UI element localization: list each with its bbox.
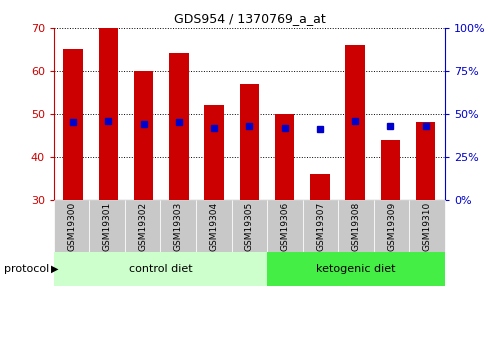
- Bar: [239, 84, 259, 200]
- Bar: [380, 140, 399, 200]
- Text: GSM19301: GSM19301: [102, 201, 111, 250]
- Bar: [274, 114, 294, 200]
- Bar: [345, 45, 364, 200]
- Text: ketogenic diet: ketogenic diet: [316, 264, 395, 274]
- Bar: [134, 71, 153, 200]
- Text: GSM19302: GSM19302: [138, 201, 147, 250]
- Text: GSM19307: GSM19307: [315, 201, 325, 250]
- Text: GSM19310: GSM19310: [422, 201, 431, 250]
- Bar: [204, 105, 224, 200]
- Bar: [99, 28, 118, 200]
- Bar: [169, 53, 188, 200]
- Text: GSM19300: GSM19300: [67, 201, 76, 250]
- Text: GSM19303: GSM19303: [173, 201, 183, 250]
- Text: protocol: protocol: [3, 264, 49, 274]
- Text: GSM19308: GSM19308: [351, 201, 360, 250]
- Bar: [63, 49, 82, 200]
- Text: ▶: ▶: [51, 264, 59, 274]
- Title: GDS954 / 1370769_a_at: GDS954 / 1370769_a_at: [173, 12, 325, 25]
- Text: GSM19304: GSM19304: [209, 201, 218, 250]
- Bar: [415, 122, 434, 200]
- Text: GSM19306: GSM19306: [280, 201, 289, 250]
- Text: GSM19309: GSM19309: [386, 201, 395, 250]
- Text: GSM19305: GSM19305: [244, 201, 253, 250]
- Bar: [309, 174, 329, 200]
- Text: control diet: control diet: [128, 264, 192, 274]
